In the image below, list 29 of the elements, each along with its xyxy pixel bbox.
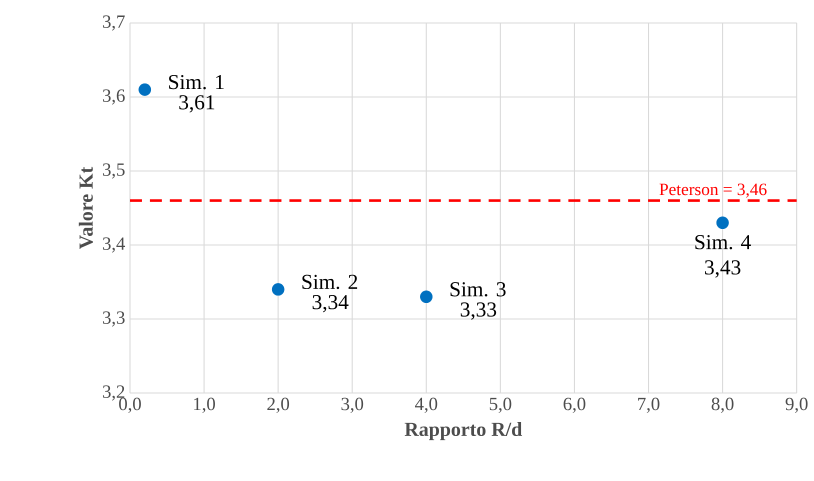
x-tick-label: 6,0 <box>564 398 586 413</box>
y-tick-label: 3,5 <box>102 163 125 179</box>
x-tick-label: 3,0 <box>341 398 364 413</box>
annotation: Sim. 4 <box>695 235 751 250</box>
point <box>420 290 433 304</box>
data-label: 3,34 <box>312 294 348 312</box>
point <box>716 216 729 230</box>
data-label: 3,43 <box>705 260 740 278</box>
y-tick-label: 3,6 <box>102 89 125 105</box>
annotation: Sim. 3 <box>450 282 506 297</box>
data-label: 3,61 <box>179 95 214 113</box>
annotation: Sim. 2 <box>302 274 358 290</box>
point <box>272 283 284 296</box>
y-tick-label: 3,7 <box>102 15 125 31</box>
x-axis-title: Rapporto R/d <box>404 422 522 440</box>
y-axis-title: Valore Kt <box>78 166 93 250</box>
annotation: Sim. 1 <box>169 74 224 90</box>
y-tick-label: 3,4 <box>102 237 126 253</box>
data-label: 3,33 <box>460 302 496 320</box>
x-tick-label: 1,0 <box>194 398 215 413</box>
x-tick-label: 7,0 <box>638 398 660 413</box>
x-tick-label: 2,0 <box>267 398 290 413</box>
x-tick-label: 5,0 <box>490 398 512 413</box>
point <box>138 83 152 96</box>
x-tick-label: 8,0 <box>712 398 734 413</box>
x-tick-label: 9,0 <box>786 398 808 413</box>
x-tick-label: 4,0 <box>415 398 438 413</box>
ref-line-label: Peterson = 3,46 <box>660 184 767 198</box>
y-tick-label: 3,3 <box>102 311 125 327</box>
